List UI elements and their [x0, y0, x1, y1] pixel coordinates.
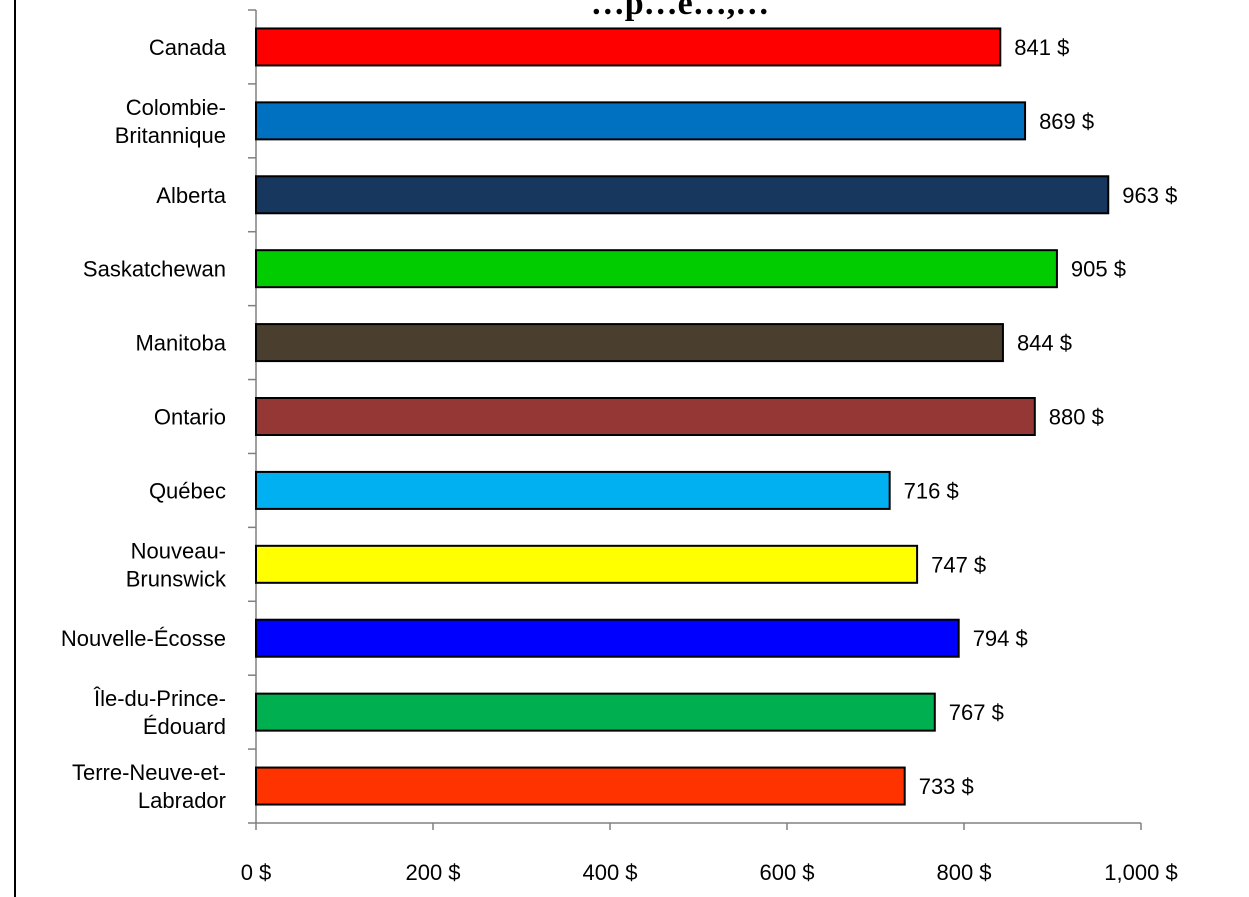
- category-label-line: Colombie-: [126, 95, 226, 120]
- category-label: Alberta: [156, 183, 226, 208]
- data-label: 716 $: [904, 478, 959, 503]
- category-label-line: Ontario: [154, 405, 226, 430]
- bar: [255, 544, 919, 584]
- category-label-line: Manitoba: [135, 331, 226, 356]
- x-tick-label: 0 $: [241, 860, 272, 885]
- x-tick-label: 400 $: [582, 860, 637, 885]
- data-label: 880 $: [1049, 405, 1104, 430]
- bar: [255, 101, 1027, 141]
- bar: [255, 323, 1004, 363]
- bar: [255, 692, 936, 732]
- category-label-line: Nouveau-: [131, 538, 226, 563]
- bar: [255, 618, 960, 658]
- category-label-line: Alberta: [156, 183, 226, 208]
- category-label: Terre-Neuve-et- Labrador: [72, 760, 226, 813]
- category-label: Nouvelle-Écosse: [61, 626, 226, 651]
- x-tick-label: 200 $: [405, 860, 460, 885]
- category-label: Nouveau- Brunswick: [126, 538, 227, 591]
- data-label: 767 $: [949, 700, 1004, 725]
- category-label-line: Saskatchewan: [83, 257, 226, 282]
- chart-title: …p…e…,…: [591, 0, 770, 22]
- category-label-line: Île-du-Prince-: [93, 686, 226, 711]
- category-label-line: Britannique: [115, 123, 226, 148]
- category-label-line: Labrador: [138, 788, 226, 813]
- data-label: 963 $: [1122, 183, 1177, 208]
- data-label: 869 $: [1039, 109, 1094, 134]
- data-label: 841 $: [1014, 35, 1069, 60]
- category-label: Manitoba: [135, 331, 226, 356]
- x-tick-label: 600 $: [759, 860, 814, 885]
- category-label-line: Canada: [149, 35, 227, 60]
- x-tick-label: 800 $: [936, 860, 991, 885]
- bar: [255, 766, 906, 806]
- category-label-line: Brunswick: [126, 566, 227, 591]
- data-label: 747 $: [931, 552, 986, 577]
- category-label: Colombie- Britannique: [115, 95, 226, 148]
- category-label: Ontario: [154, 405, 226, 430]
- category-label-line: Nouvelle-Écosse: [61, 626, 226, 651]
- category-label: Québec: [149, 478, 226, 503]
- bar: [255, 27, 1002, 67]
- category-label-line: Édouard: [143, 714, 226, 739]
- data-label: 733 $: [919, 774, 974, 799]
- bar: [255, 397, 1036, 436]
- x-tick-label: 1,000 $: [1104, 860, 1177, 885]
- data-label: 905 $: [1071, 257, 1126, 282]
- category-label: Saskatchewan: [83, 257, 226, 282]
- bar: [255, 470, 891, 510]
- plot-area: 0 $ 200 $ 400 $ 600 $ 800 $ 1,000 $ Canada 841 …: [61, 9, 1178, 885]
- bar: [255, 175, 1110, 215]
- data-label: 794 $: [973, 626, 1028, 651]
- category-label-line: Québec: [149, 478, 226, 503]
- category-label-line: Terre-Neuve-et-: [72, 760, 226, 785]
- data-label: 844 $: [1017, 331, 1072, 356]
- category-label: Île-du-Prince- Édouard: [93, 686, 226, 739]
- bar: [255, 249, 1058, 289]
- category-label: Canada: [149, 35, 227, 60]
